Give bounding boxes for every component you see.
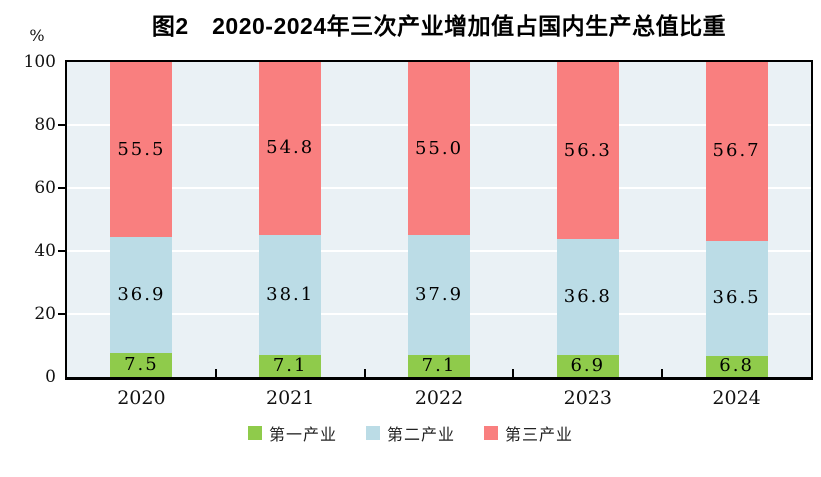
bar-value-label: 55.0: [414, 137, 464, 159]
legend-item-第三产业: 第三产业: [484, 421, 573, 445]
y-axis-label-60: 60: [34, 178, 56, 198]
y-axis-label-40: 40: [34, 241, 56, 261]
x-axis-minor-tick: [363, 369, 366, 377]
legend-label: 第二产业: [386, 427, 455, 444]
bar-value-label: 7.5: [124, 354, 159, 376]
bar-value-label: 56.3: [563, 139, 612, 161]
legend-swatch-icon: [365, 426, 380, 440]
bar-value-label: 36.9: [117, 284, 166, 306]
legend-swatch-icon: [484, 426, 498, 440]
y-axis-tick-20: [58, 313, 65, 315]
bar-value-label: 55.5: [117, 138, 166, 160]
x-axis-label-2022: 2022: [414, 387, 464, 409]
bar-segment-2020-第二产业: 36.9: [110, 237, 173, 354]
bar-segment-2020-第一产业: 7.5: [110, 353, 173, 377]
x-axis-minor-tick: [512, 369, 515, 377]
y-axis-tick-80: [58, 124, 65, 126]
bar-segment-2024-第一产业: 6.8: [705, 355, 768, 377]
legend-item-第二产业: 第二产业: [365, 421, 455, 445]
bar-value-label: 6.8: [719, 355, 754, 377]
bar-segment-2024-第二产业: 36.5: [705, 240, 768, 356]
y-axis-label-0: 0: [45, 367, 56, 387]
bar-segment-2022-第二产业: 37.9: [408, 235, 470, 355]
bar-segment-2021-第一产业: 7.1: [259, 354, 322, 377]
legend-swatch-icon: [247, 426, 262, 440]
bar-segment-2023-第三产业: 56.3: [556, 62, 619, 240]
x-axis-label-2024: 2024: [712, 387, 761, 409]
bar-value-label: 36.8: [563, 286, 612, 308]
bar-value-label: 36.5: [712, 287, 761, 309]
bar-value-label: 54.8: [266, 137, 315, 159]
legend: 第一产业 第二产业 第三产业: [0, 421, 821, 445]
legend-item-第一产业: 第一产业: [247, 421, 337, 445]
x-axis-label-2023: 2023: [563, 387, 612, 409]
bar-value-label: 7.1: [272, 354, 308, 376]
legend-label: 第一产业: [268, 427, 337, 444]
bar-segment-2020-第三产业: 55.5: [110, 62, 173, 238]
x-axis-label-2021: 2021: [266, 387, 315, 409]
chart-title: 图2 2020-2024年三次产业增加值占国内生产总值比重: [151, 13, 727, 39]
bar-value-label: 7.1: [421, 354, 457, 376]
x-axis-label-2020: 2020: [117, 387, 166, 409]
bar-value-label: 37.9: [414, 283, 464, 305]
legend-label: 第三产业: [505, 427, 574, 444]
y-axis-label-100: 100: [23, 52, 56, 72]
y-axis-label-20: 20: [34, 304, 56, 324]
bar-segment-2023-第二产业: 36.8: [556, 239, 619, 356]
bar-value-label: 56.7: [712, 140, 761, 162]
x-axis-minor-tick: [214, 369, 217, 377]
bar-segment-2023-第一产业: 6.9: [556, 355, 619, 377]
bar-value-label: 6.9: [570, 355, 606, 377]
x-axis-minor-tick: [661, 369, 664, 377]
bar-segment-2022-第一产业: 7.1: [408, 354, 470, 377]
bar-value-label: 38.1: [266, 283, 315, 305]
plot-area: 7.5 36.9 55.5 7.1 38.1 54.8 7.1 37.9 55.0 6.9 36.8…: [65, 60, 813, 380]
y-axis-tick-60: [58, 187, 65, 189]
bar-segment-2021-第三产业: 54.8: [259, 62, 322, 235]
y-axis-label-80: 80: [34, 115, 56, 135]
bar-segment-2022-第三产业: 55.0: [408, 61, 470, 236]
y-axis-unit-label: %: [29, 26, 45, 45]
bar-segment-2021-第二产业: 38.1: [259, 234, 322, 355]
y-axis-tick-40: [58, 250, 65, 252]
bar-segment-2024-第三产业: 56.7: [705, 62, 768, 241]
